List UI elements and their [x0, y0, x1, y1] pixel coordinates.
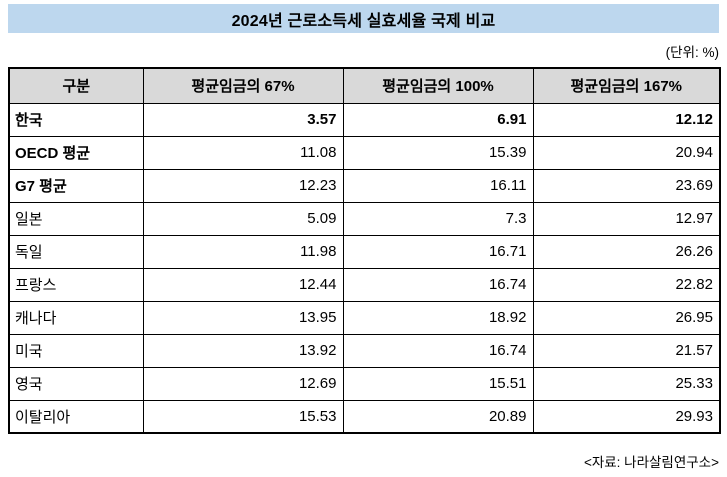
- unit-label: (단위: %): [665, 45, 719, 60]
- cell-value: 15.51: [342, 366, 534, 401]
- row-label: 캐나다: [8, 300, 144, 335]
- cell-value: 12.97: [532, 201, 721, 236]
- cell-value: 21.57: [532, 333, 721, 368]
- table-row-oecd-avg: OECD 평균 11.08 15.39 20.94: [8, 135, 721, 170]
- cell-value: 11.98: [142, 234, 344, 269]
- table-header-row: 구분 평균임금의 67% 평균임금의 100% 평균임금의 167%: [8, 67, 721, 104]
- table-row-uk: 영국 12.69 15.51 25.33: [8, 366, 721, 401]
- cell-value: 26.26: [532, 234, 721, 269]
- row-label: G7 평균: [8, 168, 144, 203]
- page-title: 2024년 근로소득세 실효세율 국제 비교: [8, 4, 719, 33]
- column-header-wage-100: 평균임금의 100%: [342, 67, 534, 104]
- row-label: OECD 평균: [8, 135, 144, 170]
- row-label: 이탈리아: [8, 399, 144, 434]
- table-row-usa: 미국 13.92 16.74 21.57: [8, 333, 721, 368]
- row-label: 일본: [8, 201, 144, 236]
- source-label: <자료: 나라살림연구소>: [583, 455, 719, 470]
- table-row-japan: 일본 5.09 7.3 12.97: [8, 201, 721, 236]
- cell-value: 13.92: [142, 333, 344, 368]
- cell-value: 11.08: [142, 135, 344, 170]
- cell-value: 12.23: [142, 168, 344, 203]
- row-label: 미국: [8, 333, 144, 368]
- row-label: 독일: [8, 234, 144, 269]
- table-row-korea: 한국 3.57 6.91 12.12: [8, 102, 721, 137]
- column-header-category: 구분: [8, 67, 144, 104]
- cell-value: 16.11: [342, 168, 534, 203]
- cell-value: 20.94: [532, 135, 721, 170]
- cell-value: 25.33: [532, 366, 721, 401]
- cell-value: 5.09: [142, 201, 344, 236]
- cell-value: 29.93: [532, 399, 721, 434]
- cell-value: 16.74: [342, 333, 534, 368]
- comparison-table: 구분 평균임금의 67% 평균임금의 100% 평균임금의 167% 한국 3.…: [8, 67, 721, 434]
- column-header-wage-167: 평균임금의 167%: [532, 67, 721, 104]
- table-row-g7-avg: G7 평균 12.23 16.11 23.69: [8, 168, 721, 203]
- cell-value: 7.3: [342, 201, 534, 236]
- table-row-france: 프랑스 12.44 16.74 22.82: [8, 267, 721, 302]
- cell-value: 15.39: [342, 135, 534, 170]
- row-label: 프랑스: [8, 267, 144, 302]
- cell-value: 3.57: [142, 102, 344, 137]
- cell-value: 16.71: [342, 234, 534, 269]
- cell-value: 16.74: [342, 267, 534, 302]
- cell-value: 12.12: [532, 102, 721, 137]
- cell-value: 15.53: [142, 399, 344, 434]
- table-row-canada: 캐나다 13.95 18.92 26.95: [8, 300, 721, 335]
- cell-value: 22.82: [532, 267, 721, 302]
- cell-value: 6.91: [342, 102, 534, 137]
- table-row-italy: 이탈리아 15.53 20.89 29.93: [8, 399, 721, 434]
- row-label: 한국: [8, 102, 144, 137]
- cell-value: 12.44: [142, 267, 344, 302]
- cell-value: 23.69: [532, 168, 721, 203]
- column-header-wage-67: 평균임금의 67%: [142, 67, 344, 104]
- cell-value: 12.69: [142, 366, 344, 401]
- cell-value: 13.95: [142, 300, 344, 335]
- cell-value: 20.89: [342, 399, 534, 434]
- cell-value: 26.95: [532, 300, 721, 335]
- row-label: 영국: [8, 366, 144, 401]
- table-row-germany: 독일 11.98 16.71 26.26: [8, 234, 721, 269]
- cell-value: 18.92: [342, 300, 534, 335]
